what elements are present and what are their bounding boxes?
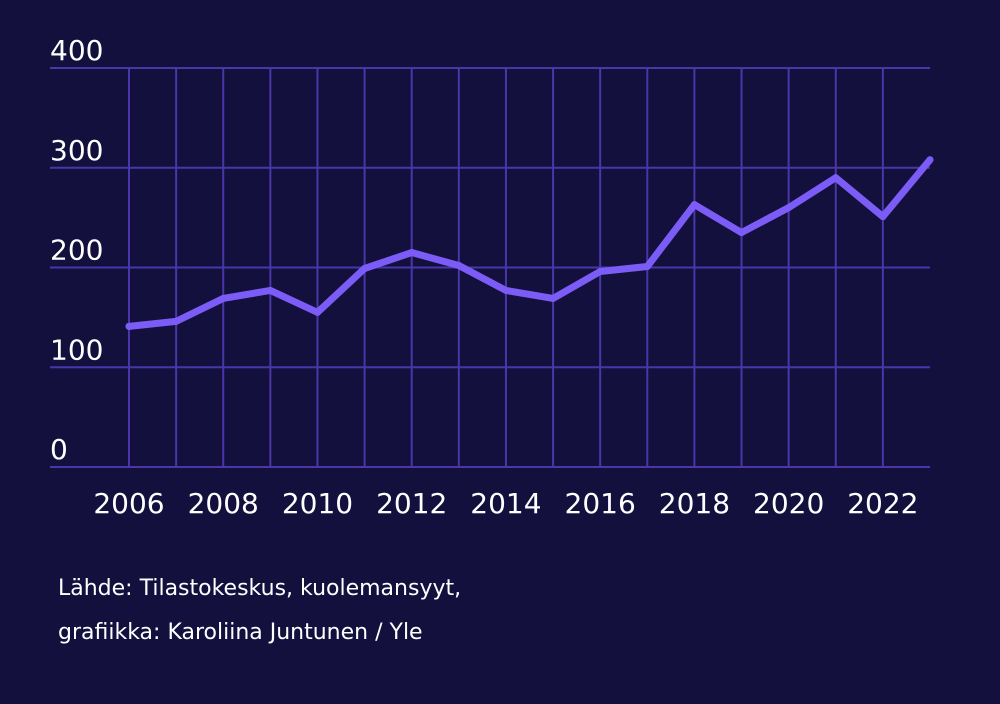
x-tick-label: 2020 <box>753 487 824 520</box>
source-text: Lähde: Tilastokeskus, kuolemansyyt, <box>58 576 462 601</box>
x-tick-label: 2012 <box>376 487 447 520</box>
data-point <box>408 249 416 257</box>
data-point <box>879 213 887 221</box>
y-tick-label: 400 <box>50 34 103 67</box>
series-line <box>125 156 934 330</box>
x-axis-ticks: 2006 2008 2010 2012 2014 2016 2018 2020 2022 <box>93 487 918 520</box>
data-point <box>313 308 321 316</box>
y-tick-label: 300 <box>50 134 103 167</box>
data-point <box>643 263 651 271</box>
data-point <box>125 322 133 330</box>
y-tick-label: 100 <box>50 333 103 366</box>
y-tick-label: 0 <box>50 433 68 466</box>
data-point <box>361 264 369 272</box>
data-point <box>738 229 746 237</box>
y-axis-ticks: 0 100 200 300 400 <box>50 34 103 466</box>
credit-text: grafiikka: Karoliina Juntunen / Yle <box>58 620 423 645</box>
data-point <box>455 262 463 270</box>
grid <box>50 67 930 468</box>
x-tick-label: 2018 <box>659 487 730 520</box>
y-tick-label: 200 <box>50 234 103 267</box>
data-point <box>690 201 698 209</box>
data-point <box>832 174 840 182</box>
data-point <box>926 156 934 164</box>
data-point <box>219 294 227 302</box>
data-point <box>549 294 557 302</box>
x-tick-label: 2022 <box>847 487 918 520</box>
data-point <box>266 286 274 294</box>
x-tick-label: 2016 <box>565 487 636 520</box>
series <box>125 156 934 330</box>
data-point <box>502 286 510 294</box>
data-point <box>785 204 793 212</box>
x-tick-label: 2014 <box>470 487 541 520</box>
data-point <box>172 317 180 325</box>
x-tick-label: 2006 <box>93 487 164 520</box>
data-point <box>596 267 604 275</box>
x-tick-label: 2010 <box>282 487 353 520</box>
x-tick-label: 2008 <box>188 487 259 520</box>
